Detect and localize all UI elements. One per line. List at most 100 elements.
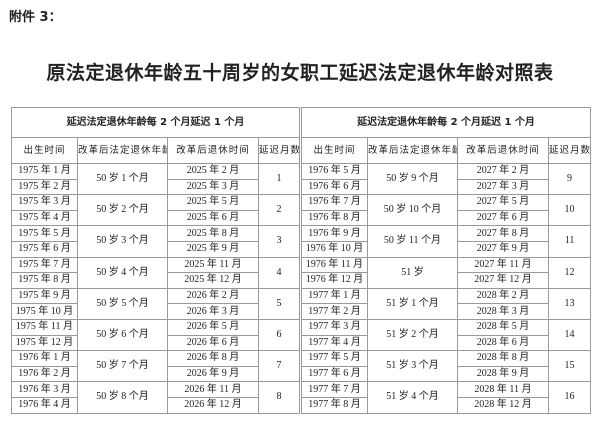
birth-time-cell: 1977 年 7 月: [301, 381, 368, 398]
retirement-time-cell: 2027 年 2 月: [457, 163, 549, 180]
header-retirement-time: 改革后退休时间: [167, 137, 259, 164]
delay-months-cell: 6: [257, 318, 301, 352]
birth-time-cell: 1975 年 11 月: [11, 318, 78, 336]
retirement-time-cell: 2026 年 6 月: [167, 334, 259, 352]
retirement-age-cell: 51 岁 2 个月: [367, 318, 458, 352]
birth-time-cell: 1976 年 6 月: [301, 178, 368, 196]
table-row: 1976 年 4 月 2026 年 12 月: [11, 396, 300, 414]
retirement-time-cell: 2025 年 12 月: [167, 272, 259, 289]
header-birth-time: 出生时间: [301, 137, 368, 164]
retirement-time-cell: 2025 年 9 月: [167, 240, 259, 258]
delay-months-cell: 10: [547, 194, 592, 227]
table-row: 1976 年 12 月 2027 年 12 月: [301, 272, 591, 289]
birth-time-cell: 1975 年 10 月: [11, 303, 78, 320]
table-row: 1975 年 1 月 50 岁 1 个月 2025 年 2 月 1: [11, 162, 301, 196]
retirement-age-cell: 50 岁 7 个月: [77, 350, 168, 383]
birth-time-cell: 1976 年 1 月: [11, 350, 78, 367]
attachment-label: 附件 3：: [9, 10, 62, 25]
birth-time-cell: 1976 年 8 月: [301, 209, 368, 227]
retirement-age-cell: 51 岁 3 个月: [367, 350, 458, 383]
retirement-time-cell: 2026 年 5 月: [167, 318, 259, 336]
table-row: 1975 年 5 月 50 岁 3 个月 2025 年 8 月 3: [11, 225, 301, 258]
delay-months-cell: 14: [547, 318, 592, 352]
table-row: 1977 年 1 月 51 岁 1 个月 2028 年 2 月 13: [301, 287, 592, 320]
delay-months-cell: 2: [257, 194, 301, 227]
header-retirement-age: 改革后法定退休年龄: [77, 137, 168, 164]
retirement-time-cell: 2027 年 8 月: [457, 225, 549, 242]
retirement-time-cell: 2028 年 11 月: [457, 381, 549, 398]
header-retirement-age: 改革后法定退休年龄: [367, 137, 458, 164]
table-row: 1976 年 7 月 50 岁 10 个月 2027 年 5 月 10: [301, 194, 592, 227]
retirement-time-cell: 2027 年 12 月: [457, 272, 549, 289]
birth-time-cell: 1975 年 4 月: [11, 209, 78, 227]
table-row: 1976 年 6 月 2027 年 3 月: [301, 178, 591, 196]
table-row: 1975 年 4 月 2025 年 6 月: [11, 209, 300, 227]
retirement-age-cell: 50 岁 3 个月: [77, 225, 168, 258]
birth-time-cell: 1976 年 9 月: [301, 225, 368, 242]
table-caption: 延迟法定退休年龄每 2 个月延迟 1 个月: [10, 107, 301, 138]
delay-months-cell: 15: [547, 350, 592, 383]
table-caption: 延迟法定退休年龄每 2 个月延迟 1 个月: [300, 107, 592, 138]
delay-months-cell: 11: [547, 225, 592, 258]
table-row: 1975 年 3 月 50 岁 2 个月 2025 年 5 月 2: [11, 194, 301, 227]
retirement-time-cell: 2028 年 6 月: [457, 334, 549, 352]
delay-months-cell: 5: [257, 287, 301, 320]
delay-months-cell: 9: [547, 162, 592, 196]
birth-time-cell: 1975 年 5 月: [11, 225, 78, 242]
retirement-time-cell: 2026 年 2 月: [167, 287, 259, 305]
birth-time-cell: 1975 年 7 月: [11, 256, 78, 274]
table-row: 1977 年 7 月 51 岁 4 个月 2028 年 11 月 16: [301, 381, 592, 414]
birth-time-cell: 1975 年 1 月: [11, 163, 78, 180]
birth-time-cell: 1976 年 4 月: [11, 396, 78, 414]
comparison-table-left: 延迟法定退休年龄每 2 个月延迟 1 个月 出生时间 改革后法定退休年龄 改革后退休时…: [10, 107, 301, 414]
retirement-time-cell: 2026 年 3 月: [167, 303, 259, 320]
birth-time-cell: 1976 年 11 月: [301, 256, 368, 274]
retirement-age-cell: 50 岁 10 个月: [367, 194, 458, 227]
table-row: 1976 年 1 月 50 岁 7 个月 2026 年 8 月 7: [11, 350, 301, 383]
birth-time-cell: 1976 年 3 月: [11, 381, 78, 398]
table-row: 1975 年 8 月 2025 年 12 月: [11, 272, 300, 289]
retirement-time-cell: 2028 年 9 月: [457, 365, 549, 383]
retirement-age-cell: 50 岁 11 个月: [367, 225, 458, 258]
retirement-time-cell: 2026 年 8 月: [167, 350, 259, 367]
retirement-time-cell: 2027 年 9 月: [457, 240, 549, 258]
birth-time-cell: 1975 年 12 月: [11, 334, 78, 352]
retirement-time-cell: 2028 年 2 月: [457, 287, 549, 305]
birth-time-cell: 1975 年 6 月: [11, 240, 78, 258]
table-row: 1976 年 11 月 51 岁 2027 年 11 月 12: [301, 256, 592, 289]
delay-months-cell: 13: [547, 287, 592, 320]
retirement-age-cell: 50 岁 6 个月: [77, 318, 168, 352]
delay-months-cell: 1: [257, 162, 301, 196]
birth-time-cell: 1977 年 6 月: [301, 365, 368, 383]
retirement-age-cell: 51 岁 1 个月: [367, 287, 458, 320]
birth-time-cell: 1976 年 2 月: [11, 365, 78, 383]
retirement-time-cell: 2028 年 12 月: [457, 396, 549, 414]
table-row: 1976 年 3 月 50 岁 8 个月 2026 年 11 月 8: [11, 381, 301, 414]
retirement-time-cell: 2027 年 6 月: [457, 209, 549, 227]
table-row: 1975 年 12 月 2026 年 6 月: [11, 334, 300, 352]
delay-months-cell: 12: [547, 256, 592, 289]
table-row: 1976 年 10 月 2027 年 9 月: [301, 240, 591, 258]
retirement-time-cell: 2025 年 2 月: [167, 163, 259, 180]
table-row: 1976 年 5 月 50 岁 9 个月 2027 年 2 月 9: [301, 162, 592, 196]
retirement-age-cell: 50 岁 1 个月: [77, 162, 168, 196]
table-row: 1977 年 3 月 51 岁 2 个月 2028 年 5 月 14: [301, 318, 592, 352]
retirement-time-cell: 2028 年 8 月: [457, 350, 549, 367]
delay-months-cell: 4: [257, 256, 301, 289]
table-row: 1975 年 9 月 50 岁 5 个月 2026 年 2 月 5: [11, 287, 301, 320]
header-delay-months: 延迟月数: [257, 137, 301, 164]
birth-time-cell: 1977 年 3 月: [301, 318, 368, 336]
table-row: 1975 年 2 月 2025 年 3 月: [11, 178, 300, 196]
header-retirement-time: 改革后退休时间: [457, 137, 549, 164]
birth-time-cell: 1976 年 12 月: [301, 272, 368, 289]
table-row: 1976 年 9 月 50 岁 11 个月 2027 年 8 月 11: [301, 225, 592, 258]
retirement-age-cell: 50 岁 2 个月: [77, 194, 168, 227]
retirement-time-cell: 2028 年 3 月: [457, 303, 549, 320]
retirement-time-cell: 2027 年 5 月: [457, 194, 549, 211]
header-delay-months: 延迟月数: [547, 137, 592, 164]
retirement-age-cell: 50 岁 9 个月: [367, 162, 458, 196]
delay-months-cell: 16: [547, 381, 592, 414]
retirement-age-cell: 50 岁 8 个月: [77, 381, 168, 414]
delay-months-cell: 8: [257, 381, 301, 414]
birth-time-cell: 1976 年 7 月: [301, 194, 368, 211]
